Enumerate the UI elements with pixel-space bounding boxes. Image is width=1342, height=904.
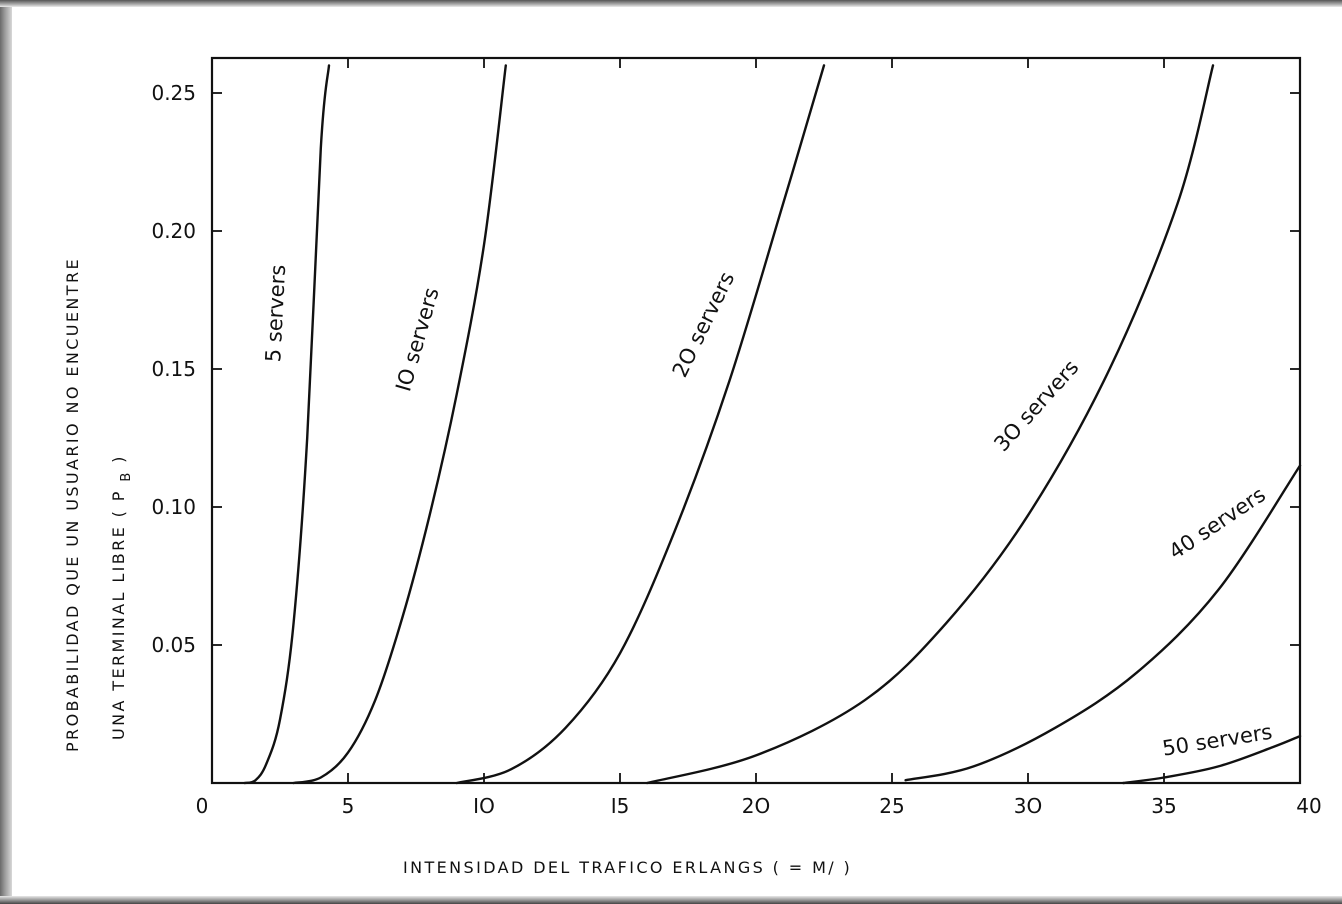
curve-line (243, 64, 331, 785)
x-tick-label: 2O (742, 794, 770, 818)
axis-ticks (212, 58, 1300, 783)
x-axis-title: INTENSIDAD DEL TRAFICO ERLANGS ( = M/ ) (403, 858, 852, 877)
y-tick-label: 0.25 (151, 81, 196, 105)
y-tick-label: 0.05 (151, 633, 196, 657)
scan-edge (0, 896, 1342, 904)
y-tick-label: 0.20 (151, 219, 196, 243)
curve-label: 2O servers (668, 268, 740, 381)
x-tick-label: 40 (1296, 794, 1321, 818)
y-tick-label: 0.10 (151, 495, 196, 519)
curve-labels: 5 servers IO servers 2O servers 3O servers 4… (261, 264, 1274, 761)
x-tick-label: 25 (879, 794, 904, 818)
x-tick-label: IO (473, 794, 495, 818)
curve-line (1122, 734, 1302, 785)
curve-line (646, 64, 1215, 785)
y-axis-title-line-2-main: UNA TERMINAL LIBRE ( P (109, 489, 128, 740)
curve-line (292, 64, 507, 785)
curve-label: 50 servers (1161, 720, 1274, 761)
y-axis-title-line-2-text: UNA TERMINAL LIBRE ( P B ) (109, 454, 134, 740)
x-tick-label: 3O (1014, 794, 1042, 818)
curve-line (455, 64, 826, 785)
plot-frame (210, 56, 1302, 785)
curve-label: IO servers (391, 285, 444, 394)
curve-label: 40 servers (1165, 482, 1270, 564)
x-tick-label: 0 (196, 794, 209, 818)
x-tick-label: 35 (1151, 794, 1176, 818)
y-tick-labels: 0.05 0.10 0.15 0.20 0.25 (151, 81, 196, 657)
x-tick-label: I5 (611, 794, 630, 818)
curves (243, 64, 1302, 785)
y-axis-title-line-1: PROBABILIDAD QUE UN USUARIO NO ENCUENTRE (63, 257, 82, 752)
y-axis-title-close: ) (109, 454, 128, 463)
x-tick-label: 5 (342, 794, 355, 818)
y-axis-title-subscript: B (119, 470, 134, 481)
y-tick-label: 0.15 (151, 357, 196, 381)
x-tick-labels: 0 5 IO I5 2O 25 3O 35 40 (196, 794, 1322, 818)
curve-label: 5 servers (261, 264, 290, 363)
curve-line (904, 464, 1302, 782)
y-axis-title-line-2: UNA TERMINAL LIBRE ( P B ) (109, 454, 134, 740)
curve-label: 3O servers (989, 355, 1083, 456)
